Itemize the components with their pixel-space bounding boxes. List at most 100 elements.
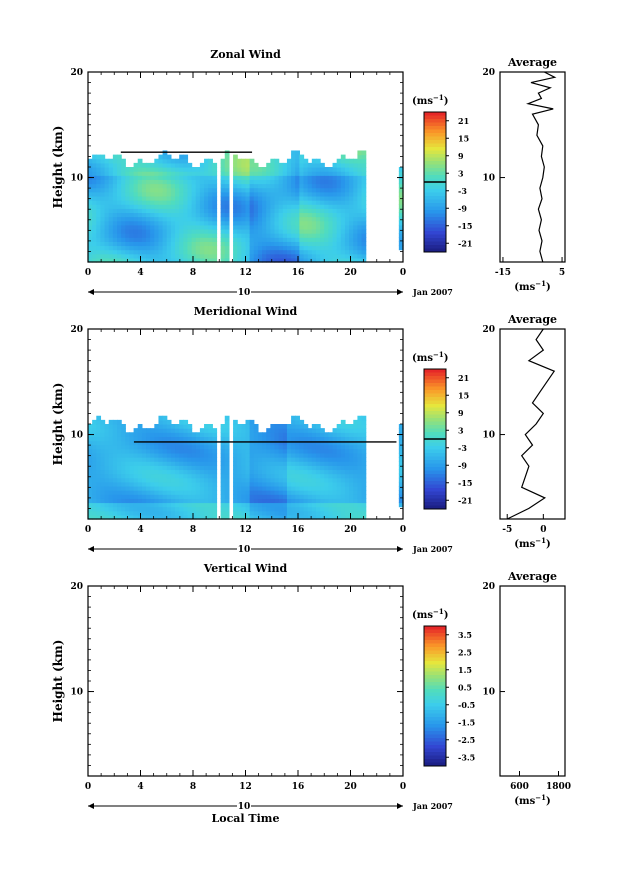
heatmap-cell bbox=[311, 224, 317, 230]
heatmap-cell bbox=[208, 502, 213, 508]
heatmap-cell bbox=[274, 502, 280, 508]
heatmap-cell bbox=[253, 440, 259, 446]
heatmap-cell bbox=[357, 216, 363, 222]
heatmap-cell bbox=[154, 510, 160, 516]
heatmap-cell bbox=[187, 171, 193, 176]
heatmap-cell bbox=[92, 452, 97, 458]
heatmap-cell bbox=[117, 494, 122, 499]
heatmap-cell bbox=[295, 191, 300, 197]
heatmap-cell bbox=[270, 424, 276, 429]
heatmap-cell bbox=[349, 171, 354, 176]
heatmap-cell bbox=[212, 183, 218, 189]
heatmap-cell bbox=[100, 448, 106, 454]
heatmap-cell bbox=[100, 187, 106, 193]
heatmap-cell bbox=[179, 245, 184, 251]
heatmap-cell bbox=[336, 249, 342, 255]
colorbar: (ms−1)3.52.51.50.5-0.5-1.5-2.5-3.5 bbox=[412, 607, 475, 767]
colorbar-tick-label: 15 bbox=[458, 133, 469, 143]
heatmap-cell bbox=[262, 452, 267, 458]
x-tick-label: 12 bbox=[239, 525, 252, 535]
heatmap-cell bbox=[133, 233, 139, 238]
heatmap-cell bbox=[100, 424, 106, 429]
average-y-tick-label: 20 bbox=[482, 582, 495, 592]
heatmap-cell bbox=[191, 469, 197, 475]
heatmap-cell bbox=[237, 510, 242, 516]
heatmap-cell bbox=[353, 444, 359, 450]
heatmap-cell bbox=[307, 436, 313, 442]
heatmap-cell bbox=[162, 502, 168, 508]
heatmap-cell bbox=[241, 510, 247, 516]
heatmap-cell bbox=[195, 444, 201, 450]
heatmap-cell bbox=[303, 481, 309, 487]
heatmap-cell bbox=[291, 187, 296, 193]
heatmap-cell bbox=[121, 167, 126, 172]
colorbar-tick-label: -9 bbox=[458, 203, 467, 213]
heatmap-cell bbox=[199, 204, 205, 209]
heatmap-cell bbox=[357, 200, 363, 205]
heatmap-cell bbox=[162, 171, 168, 176]
heatmap-cell bbox=[344, 167, 350, 172]
heatmap-cell bbox=[241, 237, 247, 242]
heatmap-cell bbox=[191, 187, 197, 193]
heatmap-cell bbox=[266, 249, 271, 255]
heatmap-cell bbox=[199, 510, 205, 516]
heatmap-cell bbox=[191, 212, 197, 218]
heatmap-cell bbox=[398, 440, 404, 446]
heatmap-cell bbox=[303, 245, 309, 251]
heatmap-cell bbox=[307, 477, 313, 483]
heatmap-cell bbox=[170, 171, 176, 176]
heatmap-cell bbox=[108, 502, 114, 508]
heatmap-cell bbox=[129, 498, 135, 504]
heatmap-cell bbox=[212, 473, 218, 479]
heatmap-cell bbox=[336, 233, 342, 238]
heatmap-cell bbox=[262, 228, 267, 234]
heatmap-cell bbox=[112, 175, 118, 180]
heatmap-cell bbox=[286, 506, 292, 512]
heatmap-cell bbox=[262, 179, 267, 185]
heatmap-cell bbox=[154, 195, 160, 201]
heatmap-cell bbox=[315, 216, 321, 222]
colorbar-tick-label: -15 bbox=[458, 221, 472, 231]
heatmap-cell bbox=[133, 245, 139, 251]
heatmap-cell bbox=[141, 498, 147, 504]
heatmap-cell bbox=[266, 490, 271, 495]
heatmap-cell bbox=[199, 481, 205, 487]
colorbar-segment bbox=[424, 640, 446, 644]
heatmap-cell bbox=[162, 481, 168, 487]
heatmap-cell bbox=[241, 224, 247, 230]
heatmap-cell bbox=[332, 200, 338, 205]
heatmap-cell bbox=[233, 228, 238, 234]
heatmap-cell bbox=[237, 228, 242, 234]
heatmap-cell bbox=[340, 187, 346, 193]
heatmap-cell bbox=[199, 440, 205, 446]
heatmap-cell bbox=[183, 167, 189, 172]
heatmap-cell bbox=[357, 419, 363, 425]
heatmap-cell bbox=[266, 191, 271, 197]
heatmap-cell bbox=[204, 224, 209, 230]
heatmap-cell bbox=[344, 473, 350, 479]
heatmap-cell bbox=[266, 245, 271, 251]
colorbar-tick-label: -21 bbox=[458, 495, 472, 505]
heatmap-cell bbox=[204, 171, 209, 176]
heatmap-cell bbox=[344, 224, 350, 230]
heatmap-cell bbox=[179, 448, 184, 454]
heatmap-cell bbox=[121, 171, 126, 176]
colorbar-segment bbox=[424, 112, 446, 116]
heatmap-cell bbox=[320, 465, 325, 471]
heatmap-cell bbox=[183, 452, 189, 458]
colorbar-tick-label: 1.5 bbox=[458, 665, 472, 675]
heatmap-cell bbox=[257, 224, 263, 230]
heatmap-cell bbox=[212, 257, 218, 263]
heatmap-cell bbox=[208, 514, 213, 520]
heatmap-cell bbox=[274, 249, 280, 255]
colorbar-segment bbox=[424, 383, 446, 387]
heatmap-cell bbox=[257, 195, 263, 201]
heatmap-cell bbox=[295, 419, 300, 425]
heatmap-cell bbox=[208, 237, 213, 242]
heatmap-cell bbox=[353, 195, 359, 201]
heatmap-cell bbox=[158, 220, 164, 226]
colorbar-segment bbox=[424, 481, 446, 485]
heatmap-cell bbox=[324, 502, 329, 508]
heatmap-cell bbox=[104, 469, 110, 475]
heatmap-cell bbox=[311, 448, 317, 454]
